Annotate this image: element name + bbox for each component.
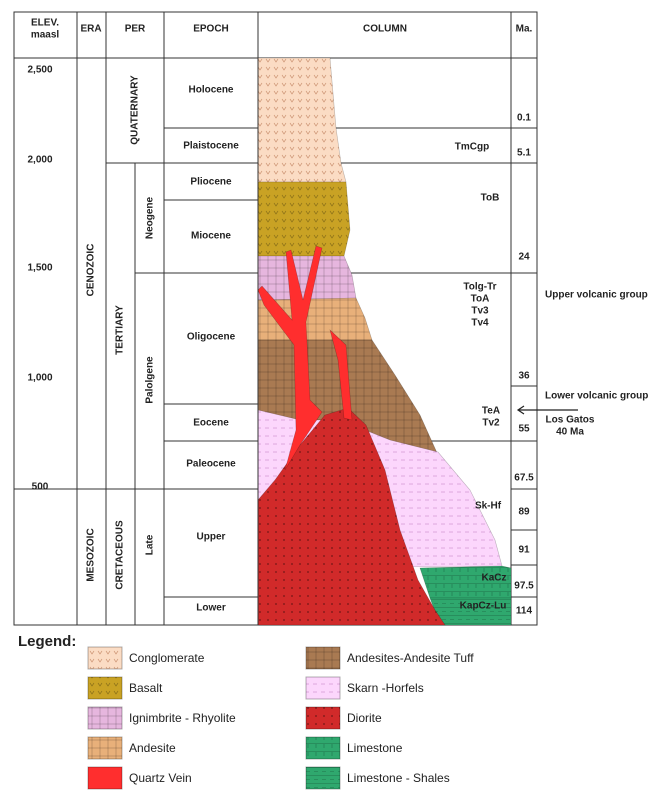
legend-label: Ignimbrite - Rhyolite [129,711,236,725]
annotation: Upper volcanic group [545,290,648,301]
epoch-label: Miocene [191,231,231,242]
quartz-vein [329,329,353,421]
header-label: EPOCH [193,24,229,35]
ma-label: 36 [518,371,530,382]
epoch-label: Lower [196,603,226,614]
epoch-label: Eocene [193,418,229,429]
header-label: Ma. [516,24,533,35]
legend-swatch [305,676,341,700]
legend-label: Conglomerate [129,651,205,665]
period-label: TERTIARY [115,305,126,355]
unit-label: Sk-Hf [475,501,502,512]
epoch-label: Plaistocene [183,141,239,152]
unit-label: KaCz [481,573,506,584]
legend-label: Basalt [129,681,163,695]
epoch-label: Oligocene [187,332,236,343]
ma-label: 24 [518,252,530,263]
legend-swatch [87,706,123,730]
subperiod-label: Neogene [145,196,156,239]
elevation-label: 1,000 [27,373,52,384]
ma-label: 97.5 [514,581,534,592]
unit-label: ToB [481,193,500,204]
ma-label: 114 [516,606,533,617]
legend-swatch [87,766,123,790]
rock-layer [419,565,512,599]
epoch-label: Holocene [188,85,233,96]
legend-label: Quartz Vein [129,771,192,785]
legend-swatch [87,646,123,670]
ma-label: 55 [518,424,530,435]
ma-label: 67.5 [514,473,534,484]
era-label: MESOZOIC [86,528,97,581]
header-label: COLUMN [363,24,407,35]
legend-swatch [305,646,341,670]
ma-label: 89 [518,507,530,518]
epoch-label: Upper [197,532,226,543]
legend-label: Diorite [347,711,382,725]
annotation: 40 Ma [556,427,584,438]
legend-label: Limestone [347,741,403,755]
legend-label: Skarn -Horfels [347,681,424,695]
subperiod-label: Late [145,534,156,555]
unit-label: Tolg-Tr [463,282,496,293]
rock-layer [257,181,351,257]
legend-swatch [305,736,341,760]
unit-label: Tv3 [471,306,489,317]
legend-label: Andesites-Andesite Tuff [347,651,474,665]
unit-label: ToA [471,294,490,305]
subperiod-label: Palolgene [145,356,156,404]
unit-label: Tv4 [471,318,489,329]
elevation-label: 500 [32,482,49,493]
ma-label: 5.1 [517,148,531,159]
legend-swatch [305,766,341,790]
legend-label: Limestone - Shales [347,771,450,785]
annotation: Los Gatos [546,415,595,426]
legend-swatch [87,736,123,760]
unit-label: Tv2 [482,418,500,429]
unit-label: KapCz-Lu [460,601,507,612]
header-label: ELEV. [31,18,59,29]
legend-label: Andesite [129,741,176,755]
epoch-label: Pliocene [190,177,232,188]
epoch-label: Paleocene [186,459,236,470]
quartz-vein [257,245,323,471]
ma-label: 91 [518,545,530,556]
legend-swatch [87,676,123,700]
header-label: PER [125,24,146,35]
annotation: Lower volcanic group [545,391,648,402]
elevation-label: 1,500 [27,263,52,274]
period-label: QUATERNARY [130,75,141,145]
header-label: maasl [31,30,60,41]
ma-label: 0.1 [517,113,531,124]
unit-label: TeA [482,406,500,417]
legend-title: Legend: [18,633,76,650]
elevation-label: 2,500 [27,65,52,76]
unit-label: TmCgp [455,142,489,153]
arrow [516,405,578,415]
period-label: CRETACEOUS [115,520,126,590]
elevation-label: 2,000 [27,155,52,166]
era-label: CENOZOIC [86,244,97,297]
header-label: ERA [80,24,101,35]
legend-swatch [305,706,341,730]
